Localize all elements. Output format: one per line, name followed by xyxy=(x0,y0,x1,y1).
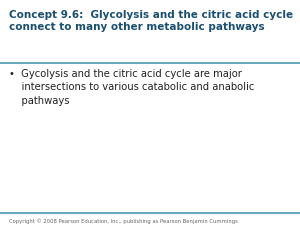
Text: Copyright © 2008 Pearson Education, Inc., publishing as Pearson Benjamin Cumming: Copyright © 2008 Pearson Education, Inc.… xyxy=(9,218,238,224)
Text: Concept 9.6:  Glycolysis and the citric acid cycle
connect to many other metabol: Concept 9.6: Glycolysis and the citric a… xyxy=(9,10,293,32)
Text: •  Gycolysis and the citric acid cycle are major
    intersections to various ca: • Gycolysis and the citric acid cycle ar… xyxy=(9,69,254,106)
